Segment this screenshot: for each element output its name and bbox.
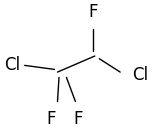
Text: F: F: [89, 3, 98, 21]
Text: Cl: Cl: [4, 56, 20, 74]
Text: F: F: [47, 110, 56, 128]
Text: Cl: Cl: [132, 66, 148, 84]
Text: F: F: [74, 110, 83, 128]
